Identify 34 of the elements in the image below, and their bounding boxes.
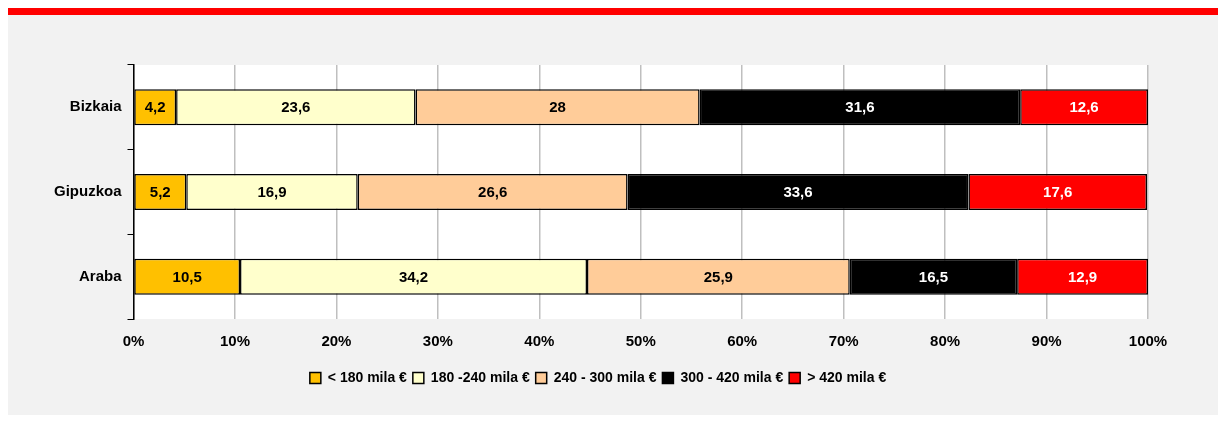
- data-label: 16,9: [257, 183, 287, 201]
- data-label: 10,5: [172, 267, 202, 285]
- data-label: 4,2: [144, 98, 166, 116]
- data-label: 31,6: [845, 98, 875, 116]
- legend-label: 240 - 300 mila €: [553, 368, 657, 385]
- x-tick-label: 100%: [1128, 332, 1168, 350]
- data-label: 28: [549, 98, 566, 116]
- data-label: 34,2: [398, 267, 429, 285]
- x-tick-label: 20%: [321, 332, 352, 350]
- legend-label: 180 -240 mila €: [430, 368, 530, 385]
- x-tick-label: 60%: [727, 332, 758, 350]
- legend-label: 300 - 420 mila €: [680, 368, 784, 385]
- y-tick-label: Bizkaia: [69, 97, 123, 115]
- legend-label: < 180 mila €: [327, 368, 408, 385]
- data-label: 12,6: [1069, 98, 1099, 116]
- y-tick-label: Gipuzkoa: [53, 182, 123, 200]
- x-tick-label: 80%: [930, 332, 961, 350]
- x-tick-label: 90%: [1031, 332, 1062, 350]
- x-tick-label: 40%: [524, 332, 555, 350]
- y-tick-label: Araba: [78, 266, 123, 284]
- data-label: 12,9: [1067, 267, 1098, 285]
- x-tick-label: 30%: [422, 332, 453, 350]
- legend-label: > 420 mila €: [807, 368, 887, 385]
- data-label: 5,2: [149, 183, 171, 201]
- data-label: 25,9: [703, 267, 733, 285]
- data-label: 33,6: [783, 183, 813, 201]
- data-label: 23,6: [281, 98, 311, 116]
- x-tick-label: 50%: [625, 332, 656, 350]
- data-label: 17,6: [1043, 183, 1073, 201]
- data-label: 26,6: [478, 183, 508, 201]
- x-tick-label: 70%: [828, 332, 859, 350]
- x-tick-label: 0%: [122, 332, 145, 350]
- data-label: 16,5: [918, 267, 949, 285]
- x-tick-label: 10%: [219, 332, 250, 350]
